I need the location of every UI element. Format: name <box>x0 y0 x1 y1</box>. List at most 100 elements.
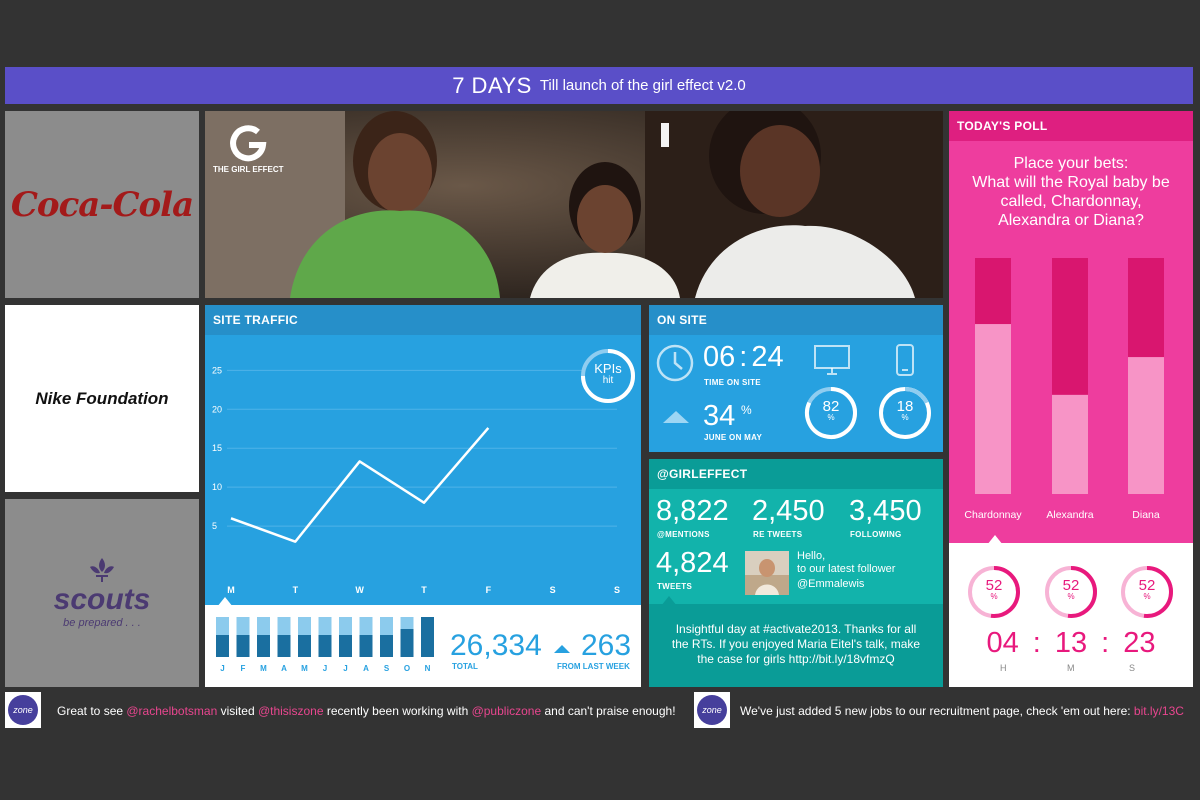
mobile-share-ring <box>879 387 931 439</box>
desktop-icon <box>814 345 850 375</box>
site-traffic-chart-area: 5 10 15 20 25 M T W T F S S KPIs hit <box>205 335 641 605</box>
tweet-line-3: the case for girls http://bit.ly/18vfmzQ <box>697 652 895 666</box>
tweets-label: TWEETS <box>657 582 693 591</box>
scouts-logo: scouts be prepared . . . <box>53 557 151 629</box>
poll-question-area: Place your bets: What will the Royal bab… <box>949 141 1193 543</box>
poll-option-label[interactable]: Diana <box>1132 509 1160 521</box>
month-bar-dark <box>359 635 373 657</box>
zone-logo-2: zone <box>694 692 730 728</box>
countdown-seconds-label: S <box>1129 663 1136 673</box>
chardonnay-pct-value: 52 <box>985 577 1003 594</box>
sponsor-coca-cola: Coca-Cola <box>5 111 199 298</box>
girls-photo-illustration <box>205 111 943 298</box>
follower-avatar[interactable] <box>745 551 789 595</box>
recruitment-link[interactable]: bit.ly/13C <box>1133 704 1184 718</box>
poll-pct-chardonnay: 52 % <box>965 563 1023 621</box>
x-tick-label: S <box>550 585 556 595</box>
tweet-line-2: the RTs. If you enjoyed Maria Eitel's ta… <box>671 637 921 651</box>
month-bar-light <box>318 617 332 635</box>
alexandra-pct-value: 52 <box>1062 577 1080 594</box>
ring-progress <box>904 387 929 404</box>
month-label: A <box>363 664 369 673</box>
mention-link[interactable]: @publiczone <box>471 704 542 718</box>
desktop-share-ring <box>805 387 857 439</box>
retweets-label: RE TWEETS <box>753 530 803 539</box>
retweets-count: 2,450 <box>752 495 825 527</box>
poll-bar-value <box>975 324 1011 494</box>
month-bar-light <box>216 617 229 635</box>
site-traffic-summary: J F M A M J J A S O N 26,334 TOTAL 263 FROM LAST W… <box>205 597 641 687</box>
pointer-up-icon <box>661 596 677 606</box>
month-bar-light <box>339 617 352 635</box>
month-label: A <box>281 664 287 673</box>
nike-foundation-logo: Nike Foundation <box>35 388 169 408</box>
follower-handle[interactable]: @Emmalewis <box>797 578 865 590</box>
x-tick-label: W <box>355 585 364 595</box>
increase-arrow-icon <box>663 411 689 423</box>
site-traffic-line-chart: 5 10 15 20 25 M T W T F S S <box>212 365 620 595</box>
poll-option-label[interactable]: Chardonnay <box>964 509 1022 521</box>
pointer-up-icon <box>987 535 1003 545</box>
x-tick-label: T <box>293 585 299 595</box>
zone-logo-1: zone <box>5 692 41 728</box>
mobile-share-value: 18 <box>896 398 914 415</box>
mention-link[interactable]: @thisiszone <box>257 704 324 718</box>
zone-logo-mark: zone <box>697 695 727 725</box>
kpi-sublabel: hit <box>602 375 614 386</box>
mentions-label: @MENTIONS <box>657 530 710 539</box>
pointer-up-icon <box>217 597 233 607</box>
time-hours: 06 <box>703 341 736 373</box>
on-site-panel: ON SITE 06 : 24 TIME ON SITE 34 % JUNE O… <box>649 305 943 452</box>
poll-option-label[interactable]: Alexandra <box>1046 509 1093 521</box>
sponsor-nike-foundation: Nike Foundation <box>5 305 199 492</box>
month-label: J <box>220 664 224 673</box>
poll-bar-remaining <box>975 258 1011 325</box>
sponsor-scouts: scouts be prepared . . . <box>5 499 199 687</box>
poll-pct-diana: 52 % <box>1118 563 1176 621</box>
month-bar-dark <box>380 635 393 657</box>
countdown-header: 7 DAYS Till launch of the girl effect v2… <box>5 67 1193 104</box>
traffic-change-label: FROM LAST WEEK <box>557 662 630 671</box>
girl-effect-wordmark: THE GIRL EFFECT <box>213 165 284 174</box>
countdown-subtitle: Till launch of the girl effect v2.0 <box>539 77 746 94</box>
mobile-phone-icon <box>896 344 914 376</box>
ticker-text: Great to see <box>57 704 127 718</box>
diana-pct-unit: % <box>1143 592 1151 601</box>
x-tick-label: S <box>614 585 620 595</box>
month-label: M <box>301 664 308 673</box>
month-bar-light <box>257 617 270 635</box>
month-label: J <box>343 664 347 673</box>
alexandra-pct-ring <box>1045 566 1097 618</box>
tweet-line-1: Insightful day at #activate2013. Thanks … <box>675 622 917 636</box>
june-value: 34 <box>703 400 736 432</box>
mention-link[interactable]: @rachelbotsman <box>126 704 218 718</box>
ticker-message-2: We've just added 5 new jobs to our recru… <box>740 704 1193 718</box>
month-bar-dark <box>400 629 414 657</box>
chardonnay-pct-unit: % <box>990 592 998 601</box>
girl-effect-g-icon <box>230 125 267 162</box>
scouts-wordmark: scouts <box>53 583 151 616</box>
countdown-separator: : <box>1032 627 1041 659</box>
month-bar-light <box>236 617 250 635</box>
increase-arrow-icon <box>554 645 570 653</box>
desktop-share-unit: % <box>827 413 835 422</box>
poll-question-line-3: called, Chardonnay, <box>1000 193 1142 210</box>
desktop-share-gauge: 82 % <box>802 384 860 442</box>
following-count: 3,450 <box>849 495 922 527</box>
kpi-ring <box>581 349 635 403</box>
y-tick-label: 5 <box>212 521 217 531</box>
follower-message: to our latest follower <box>797 563 896 575</box>
poll-bar-remaining <box>1052 258 1088 395</box>
month-bar-dark <box>318 635 332 657</box>
poll-bar-chart: Chardonnay Alexandra Diana <box>964 258 1164 521</box>
month-bar-light <box>380 617 393 635</box>
kpi-label: KPIs <box>594 361 622 376</box>
site-traffic-panel: SITE TRAFFIC 5 10 15 20 25 M T W T F S S KPIs hit J… <box>205 305 641 687</box>
poll-results: 52 % 52 % 52 % 04 : 13 : 23 H M S <box>949 535 1193 687</box>
clock-icon <box>656 344 694 382</box>
month-bar-dark <box>421 617 434 657</box>
girleffect-title: @GIRLEFFECT <box>649 459 943 489</box>
mobile-share-gauge: 18 % <box>876 384 934 442</box>
girleffect-twitter-panel: @GIRLEFFECT 8,822 @MENTIONS 2,450 RE TWE… <box>649 459 943 687</box>
countdown-seconds: 23 <box>1123 627 1156 659</box>
